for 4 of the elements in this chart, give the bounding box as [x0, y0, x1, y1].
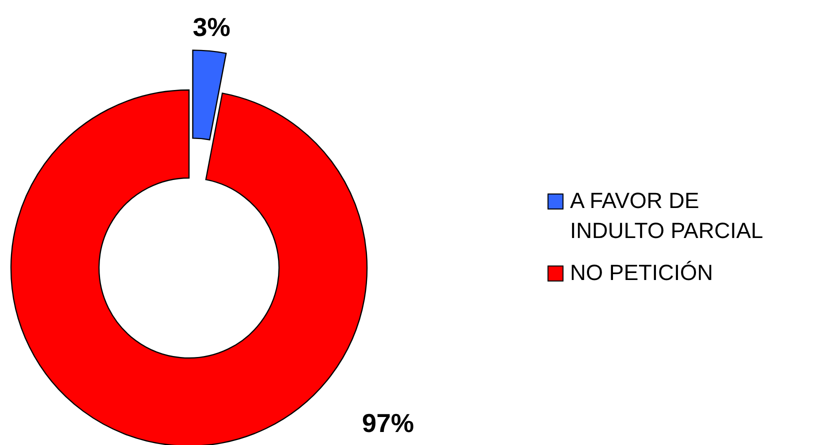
legend-label: A FAVOR DE INDULTO PARCIAL: [570, 188, 764, 243]
data-label: 3%: [192, 12, 230, 42]
legend-label: NO PETICIÓN: [570, 260, 714, 285]
data-label: 97%: [362, 408, 414, 438]
